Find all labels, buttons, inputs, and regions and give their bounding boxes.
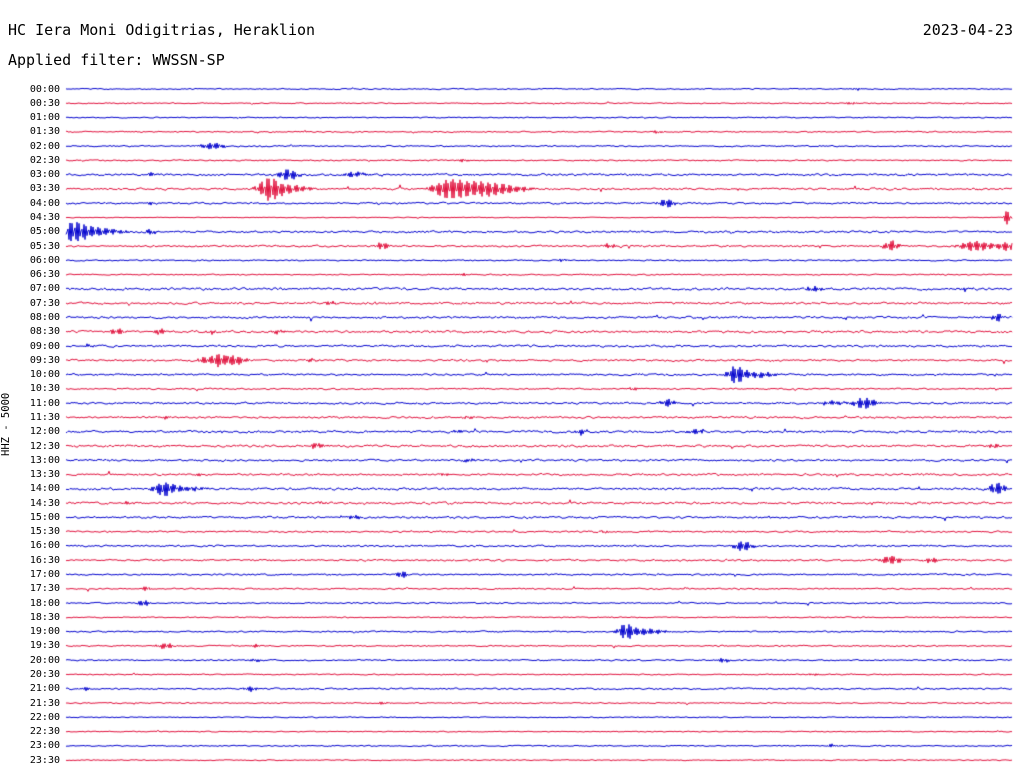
time-label: 19:30 — [29, 640, 60, 652]
time-label: 21:30 — [29, 697, 60, 709]
time-label: 21:00 — [29, 683, 60, 695]
time-label: 23:30 — [29, 754, 60, 766]
time-label: 17:00 — [29, 569, 60, 581]
time-label: 18:30 — [29, 611, 60, 623]
time-label: 08:00 — [29, 311, 60, 323]
time-label: 08:30 — [29, 326, 60, 338]
time-label: 15:30 — [29, 526, 60, 538]
time-label: 14:30 — [29, 497, 60, 509]
time-label: 03:30 — [29, 183, 60, 195]
time-label: 17:30 — [29, 583, 60, 595]
time-label: 15:00 — [29, 511, 60, 523]
time-label: 07:30 — [29, 297, 60, 309]
time-label: 04:00 — [29, 197, 60, 209]
date-label: 2023-04-23 — [922, 21, 1013, 39]
time-label: 01:30 — [29, 126, 60, 138]
time-label: 00:30 — [29, 97, 60, 109]
filter-label: Applied filter: WWSSN-SP — [8, 51, 225, 69]
time-label: 10:00 — [29, 369, 60, 381]
time-label: 09:00 — [29, 340, 60, 352]
time-label: 22:00 — [29, 711, 60, 723]
time-label: 11:00 — [29, 397, 60, 409]
time-label: 13:00 — [29, 454, 60, 466]
station-title: HC Iera Moni Odigitrias, Heraklion — [8, 21, 316, 39]
time-label: 07:00 — [29, 283, 60, 295]
time-label: 02:30 — [29, 154, 60, 166]
time-label: 20:30 — [29, 668, 60, 680]
time-label: 09:30 — [29, 354, 60, 366]
time-label: 05:30 — [29, 240, 60, 252]
time-label: 06:30 — [29, 269, 60, 281]
time-label: 12:30 — [29, 440, 60, 452]
time-label: 00:00 — [29, 83, 60, 95]
time-label: 06:00 — [29, 254, 60, 266]
time-label: 20:00 — [29, 654, 60, 666]
time-label: 11:30 — [29, 411, 60, 423]
time-label: 13:30 — [29, 469, 60, 481]
time-label: 22:30 — [29, 726, 60, 738]
time-label: 18:00 — [29, 597, 60, 609]
time-label: 16:00 — [29, 540, 60, 552]
time-label: 01:00 — [29, 112, 60, 124]
time-label: 19:00 — [29, 626, 60, 638]
time-label: 02:00 — [29, 140, 60, 152]
time-label: 16:30 — [29, 554, 60, 566]
time-label: 12:00 — [29, 426, 60, 438]
time-label: 23:00 — [29, 740, 60, 752]
time-label: 10:30 — [29, 383, 60, 395]
time-label: 14:00 — [29, 483, 60, 495]
time-label: 04:30 — [29, 212, 60, 224]
time-label: 05:00 — [29, 226, 60, 238]
time-label: 03:00 — [29, 169, 60, 181]
